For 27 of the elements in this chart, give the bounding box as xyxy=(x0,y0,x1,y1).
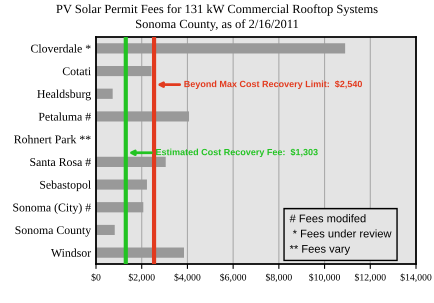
x-tick-label: $12,000 xyxy=(354,273,386,282)
annotation: # Fees modifed * Fees under review ** Fees vary xyxy=(290,214,392,255)
y-tick-label: Sebastopol xyxy=(40,180,91,192)
x-tick-label: $8,000 xyxy=(266,273,292,282)
bar xyxy=(96,202,144,212)
x-tick-label: $6,000 xyxy=(220,273,246,282)
ref-line-label: Estimated Cost Recovery Fee: $1,303 xyxy=(156,148,318,158)
bar xyxy=(96,43,346,54)
x-tick-label: $4,000 xyxy=(174,273,200,282)
y-tick-label: Santa Rosa # xyxy=(30,158,91,166)
y-tick-label: Sonoma (City) # xyxy=(13,203,91,214)
bar xyxy=(96,88,113,99)
chart-subtitle: Sonoma County, as of 2/16/2011 xyxy=(136,19,298,31)
y-tick-label: Cotati xyxy=(62,67,91,76)
y-tick-label: Petaluma # xyxy=(38,112,91,121)
y-tick-label: Rohnert Park ** xyxy=(14,135,91,144)
x-tick-label: $14,000 xyxy=(400,273,432,282)
ref-line-label: Beyond Max Cost Recovery Limit: $2,540 xyxy=(184,80,362,89)
y-tick-label: Sonoma County xyxy=(16,226,92,237)
y-tick-label: Cloverdale * xyxy=(30,44,91,53)
chart-title: PV Solar Permit Fees for 131 kW Commercial Rooftop Systems xyxy=(56,4,378,16)
x-tick-label: $2,000 xyxy=(128,273,155,282)
x-tick-label: $0 xyxy=(92,273,100,282)
y-tick-label: Windsor xyxy=(50,248,92,257)
y-tick-label: Healdsburg xyxy=(37,90,91,100)
x-tick-label: $10,000 xyxy=(309,273,340,282)
bar xyxy=(96,224,115,236)
